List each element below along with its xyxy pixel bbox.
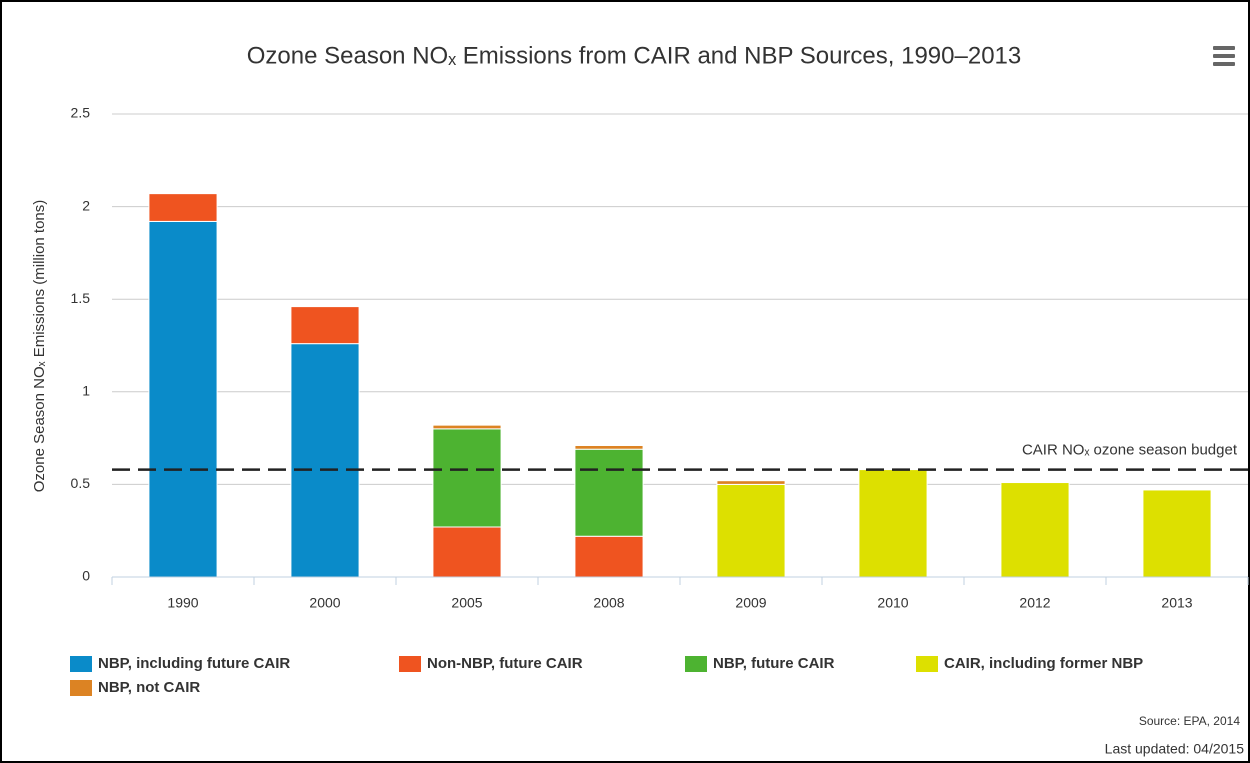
bar-segment [574,448,644,537]
x-tick-label: 2000 [309,595,340,611]
x-tick-label: 2009 [735,595,766,611]
budget-label: CAIR NOₓ ozone season budget [1022,442,1238,459]
bar-segment [716,480,786,485]
legend-label: NBP, future CAIR [713,655,835,672]
y-tick-label: 0 [82,568,90,584]
x-tick-label: 2008 [593,595,624,611]
bar-segment [1142,489,1212,578]
bar-segment [574,445,644,450]
bar-segment [574,535,644,578]
bar-segment [1000,482,1070,578]
legend-label: Non-NBP, future CAIR [427,655,583,672]
y-tick-label: 2 [82,197,90,213]
legend-swatch [916,656,938,672]
bar-segment [148,220,218,578]
bar-segment [432,424,502,430]
y-tick-label: 2.5 [71,105,91,121]
legend-label: NBP, including future CAIR [98,655,290,672]
y-tick-label: 1 [82,383,90,399]
x-tick-label: 2005 [451,595,482,611]
menu-bar[interactable] [1213,62,1235,66]
y-axis-label: Ozone Season NOₓ Emissions (million tons… [31,200,48,493]
x-tick-label: 1990 [167,595,198,611]
menu-bar[interactable] [1213,54,1235,58]
bar-segment [432,526,502,578]
legend-swatch [685,656,707,672]
chart-title: Ozone Season NOₓ Emissions from CAIR and… [247,42,1022,69]
bar-segment [148,193,218,222]
y-tick-label: 0.5 [71,475,91,491]
bar-segment [858,469,928,578]
legend-swatch [70,680,92,696]
x-tick-label: 2013 [1161,595,1192,611]
menu-bar[interactable] [1213,46,1235,50]
updated: Last updated: 04/2015 [1105,741,1245,757]
legend-label: NBP, not CAIR [98,679,200,696]
x-tick-label: 2012 [1019,595,1050,611]
bar-segment [290,343,360,578]
legend-label: CAIR, including former NBP [944,655,1143,672]
bar-segment [716,483,786,578]
y-tick-label: 1.5 [71,290,91,306]
legend-swatch [399,656,421,672]
source: Source: EPA, 2014 [1139,714,1241,728]
legend-swatch [70,656,92,672]
bar-segment [290,306,360,345]
menu-icon[interactable] [1213,46,1235,66]
x-tick-label: 2010 [877,595,908,611]
bar-segment [432,428,502,528]
